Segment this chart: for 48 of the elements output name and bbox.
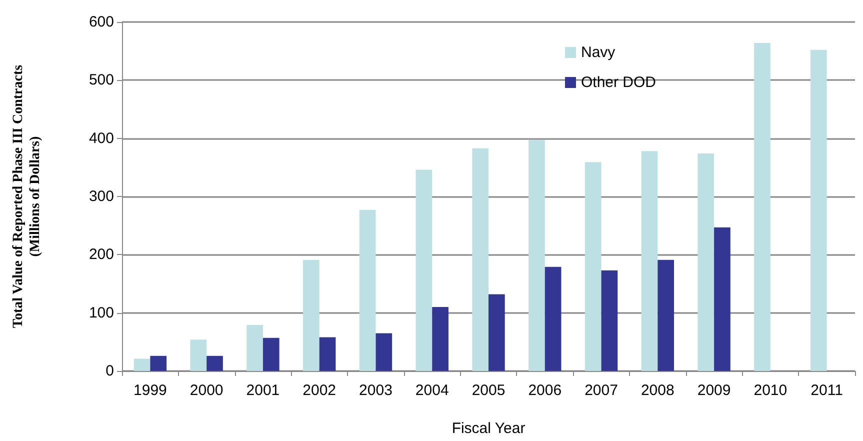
bar [698,153,714,371]
x-tick-label: 2002 [302,382,336,399]
bar [432,307,448,371]
bar [754,42,770,371]
x-tick-label: 2004 [415,382,449,399]
y-tick-label: 400 [88,130,114,147]
bar [601,270,618,371]
x-tick-label: 2006 [528,382,562,399]
bar [246,325,263,371]
x-tick-label: 2003 [359,382,392,399]
bar [206,356,223,371]
y-tick-label: 600 [88,14,114,30]
bar [302,260,320,371]
x-tick-label: 1999 [134,382,167,399]
x-tick-label: 2005 [472,382,506,399]
bar [359,210,376,371]
bar [134,358,150,371]
bar [641,151,658,371]
bar [262,338,280,371]
legend-label: Other DOD [581,74,656,91]
bar [714,227,730,371]
bar [319,337,336,371]
x-tick-label: 2011 [810,382,843,399]
bar [810,50,827,371]
x-axis-title: Fiscal Year [452,420,526,437]
y-axis-title: Total Value of Reported Phase III Contracts (Millions of Dollars) [11,64,43,328]
bar [150,356,167,371]
y-tick-label: 0 [106,362,114,380]
bar [416,170,432,371]
x-tick-label: 2001 [246,382,280,399]
bar [584,162,602,371]
bar [488,294,505,371]
bar [544,266,562,371]
x-tick-label: 2009 [697,382,731,399]
y-tick-label: 300 [88,188,114,205]
x-tick-label: 2008 [640,382,674,399]
x-tick-label: 2007 [584,382,618,399]
y-tick-label: 500 [88,72,114,89]
bar [658,260,674,371]
x-tick-label: 2000 [190,382,224,399]
bar [190,340,207,371]
bar [376,333,392,371]
x-tick-label: 2010 [754,382,788,399]
bar [528,140,545,371]
legend-label: Navy [581,44,616,61]
y-tick-label: 200 [88,246,114,264]
y-tick-label: 100 [88,304,114,322]
bar [472,148,488,371]
